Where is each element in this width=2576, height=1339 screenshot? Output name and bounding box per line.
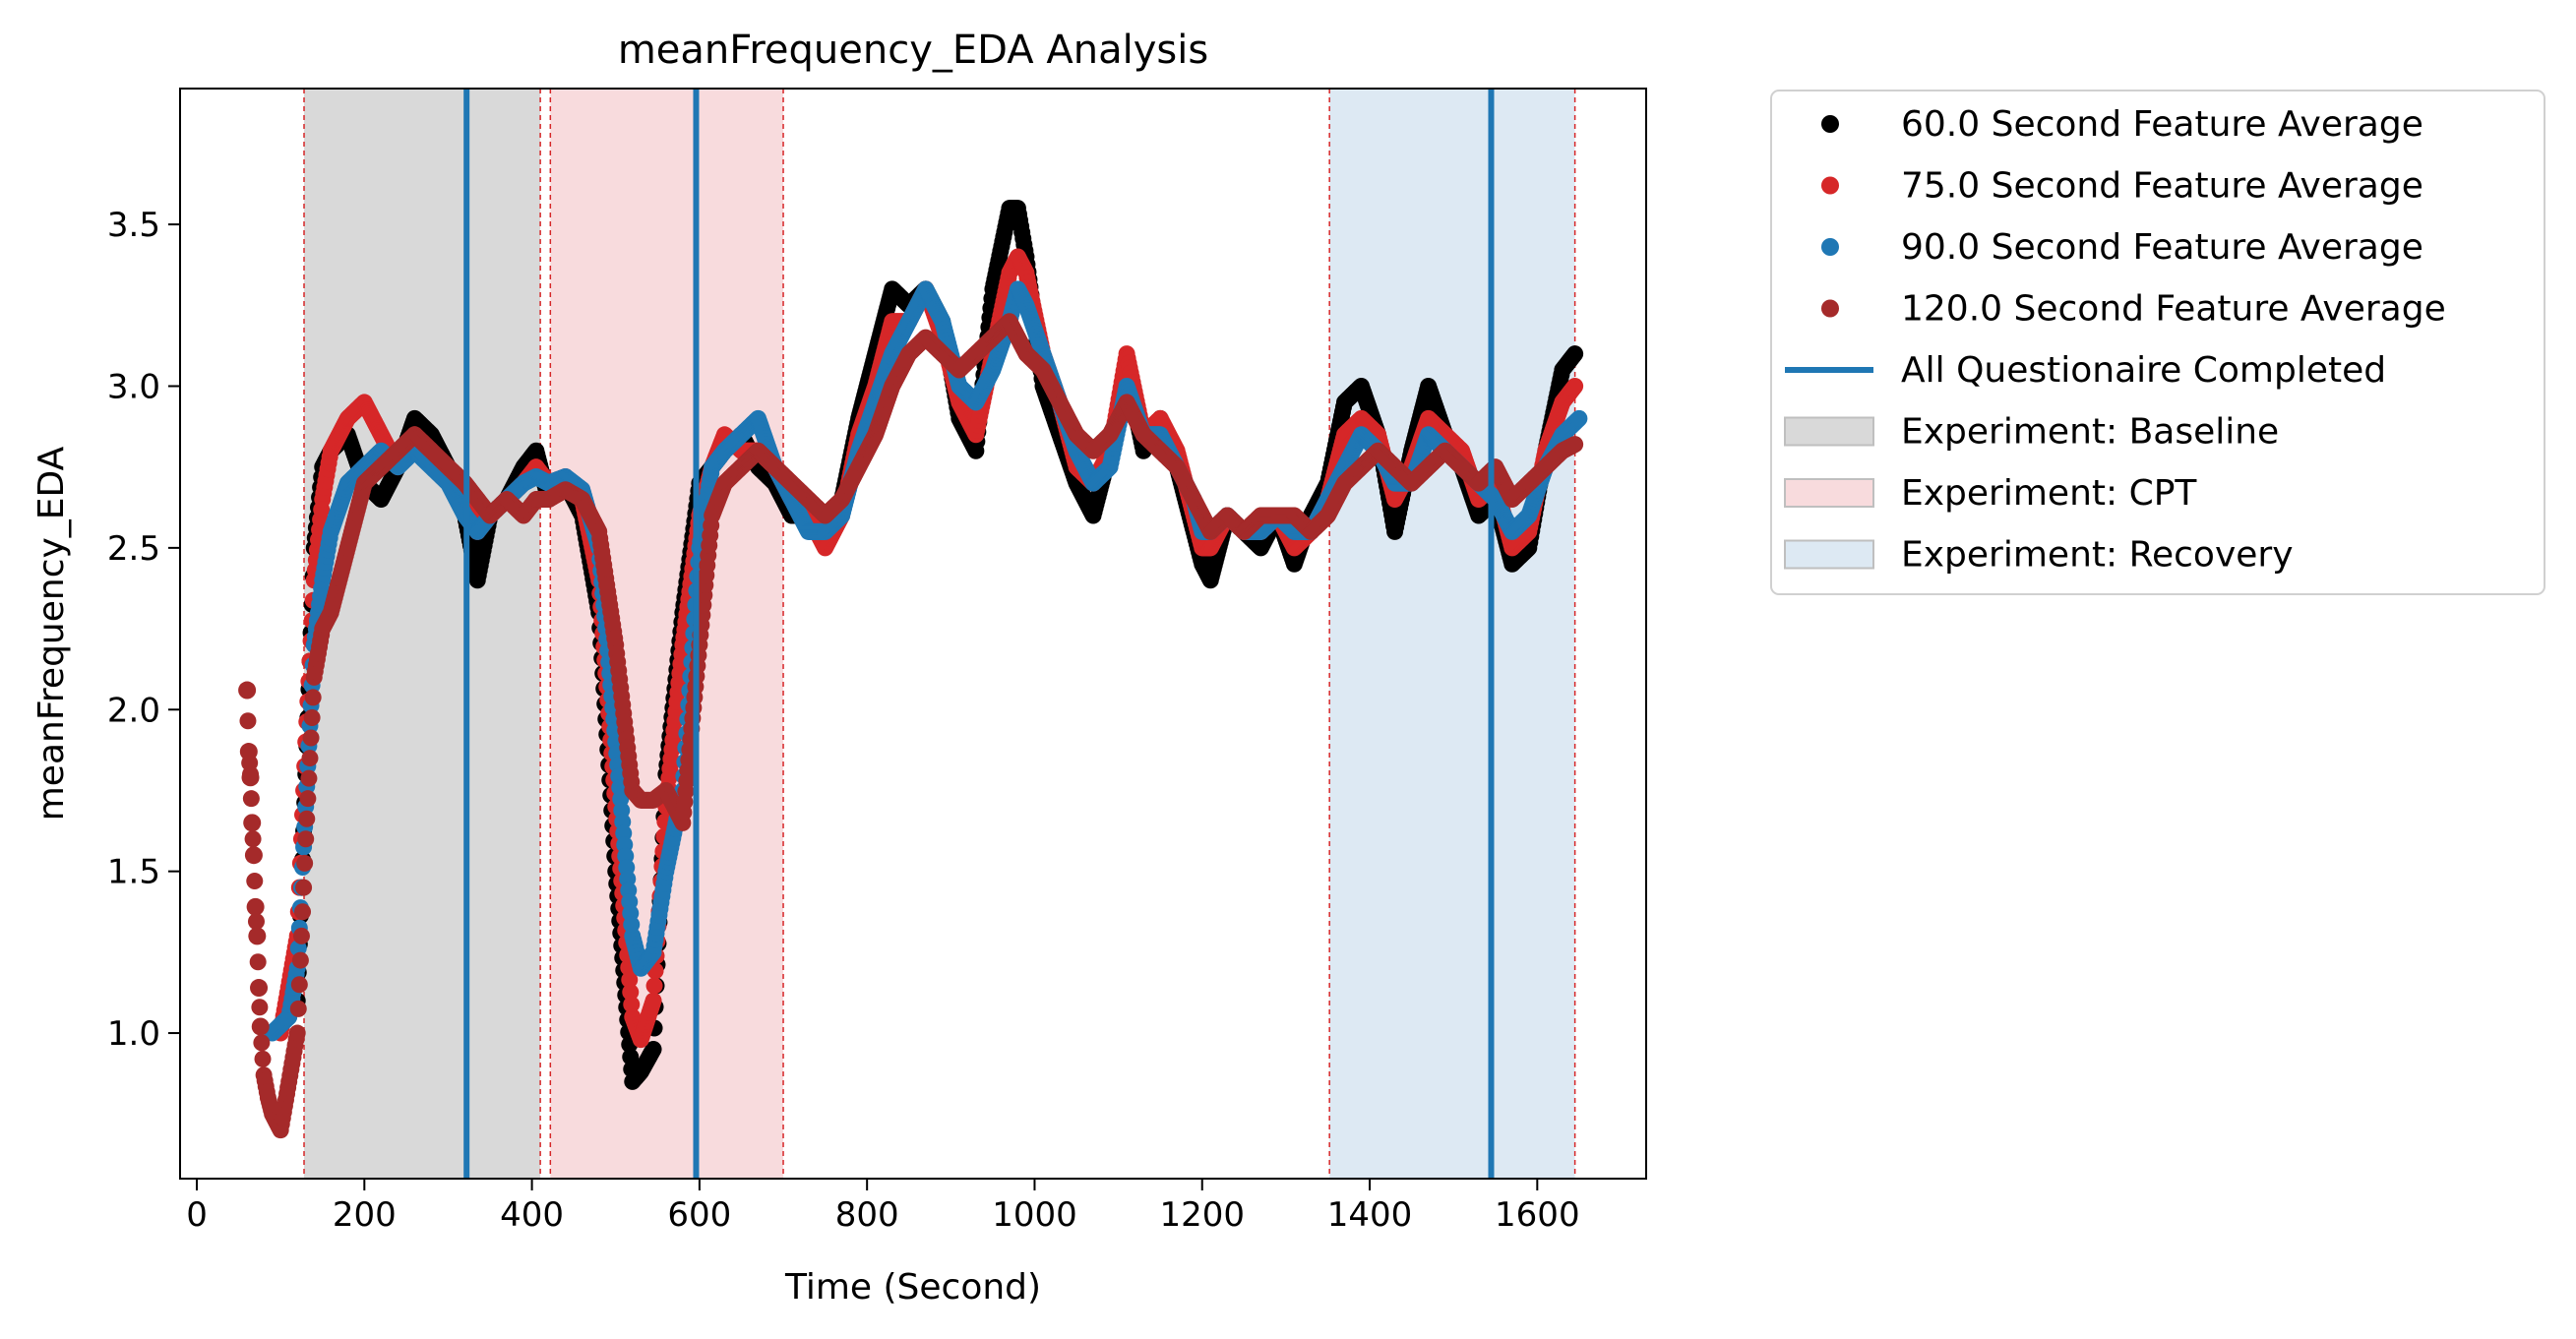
data-point [300, 769, 318, 787]
data-point [249, 953, 267, 971]
data-point [644, 1040, 662, 1058]
data-point [246, 873, 264, 890]
data-point [254, 1050, 272, 1067]
data-point [303, 708, 321, 726]
data-point [297, 830, 315, 848]
data-point [291, 951, 309, 969]
region-0 [304, 89, 541, 1179]
data-point [621, 971, 639, 989]
data-point [294, 903, 312, 921]
data-point [304, 689, 322, 706]
data-point [622, 1048, 640, 1065]
region-1 [550, 89, 784, 1179]
data-point [299, 790, 317, 808]
experiment-regions [303, 89, 1576, 1179]
data-point [622, 983, 640, 1001]
data-point [298, 810, 316, 827]
data-point [302, 729, 320, 747]
data-point [288, 1024, 306, 1042]
data-point [244, 830, 262, 848]
data-point [292, 927, 310, 944]
data-point [1566, 345, 1584, 363]
data-point [644, 992, 662, 1009]
data-point [296, 854, 314, 872]
data-point [289, 1000, 307, 1017]
series-3 [238, 313, 1584, 1139]
data-point [242, 790, 260, 808]
data-point [623, 996, 641, 1013]
data-point [253, 1034, 271, 1052]
data-point [301, 750, 319, 767]
data-point [645, 977, 663, 995]
data-point [251, 999, 269, 1016]
data-point [1570, 409, 1588, 427]
data-point [239, 712, 257, 730]
data-point [247, 913, 265, 931]
data-point [1566, 377, 1584, 395]
data-point [295, 879, 313, 896]
region-2 [1329, 89, 1575, 1179]
data-point [290, 976, 308, 994]
